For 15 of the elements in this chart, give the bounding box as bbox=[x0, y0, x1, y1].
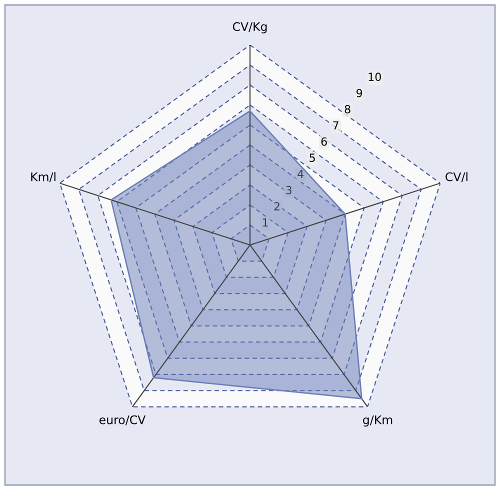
y-tick-label: 4 bbox=[298, 170, 304, 178]
y-tick-label: 10 bbox=[368, 72, 381, 82]
spoke-label: euro/CV bbox=[99, 415, 146, 426]
spoke-label: CV/l bbox=[446, 172, 468, 182]
y-tick-label: 9 bbox=[356, 88, 362, 98]
spoke-label: Km/l bbox=[31, 172, 56, 182]
spoke-label: g/Km bbox=[363, 416, 392, 427]
y-tick-label: 5 bbox=[310, 154, 315, 162]
y-tick-label: 8 bbox=[344, 105, 350, 114]
y-tick-label: 7 bbox=[333, 121, 338, 130]
y-tick-label: 3 bbox=[286, 186, 292, 194]
y-tick-label: 6 bbox=[321, 137, 327, 146]
y-tick-label: 2 bbox=[274, 202, 280, 210]
spoke-label: CV/Kg bbox=[232, 22, 267, 34]
y-tick-label: 1 bbox=[262, 218, 268, 227]
